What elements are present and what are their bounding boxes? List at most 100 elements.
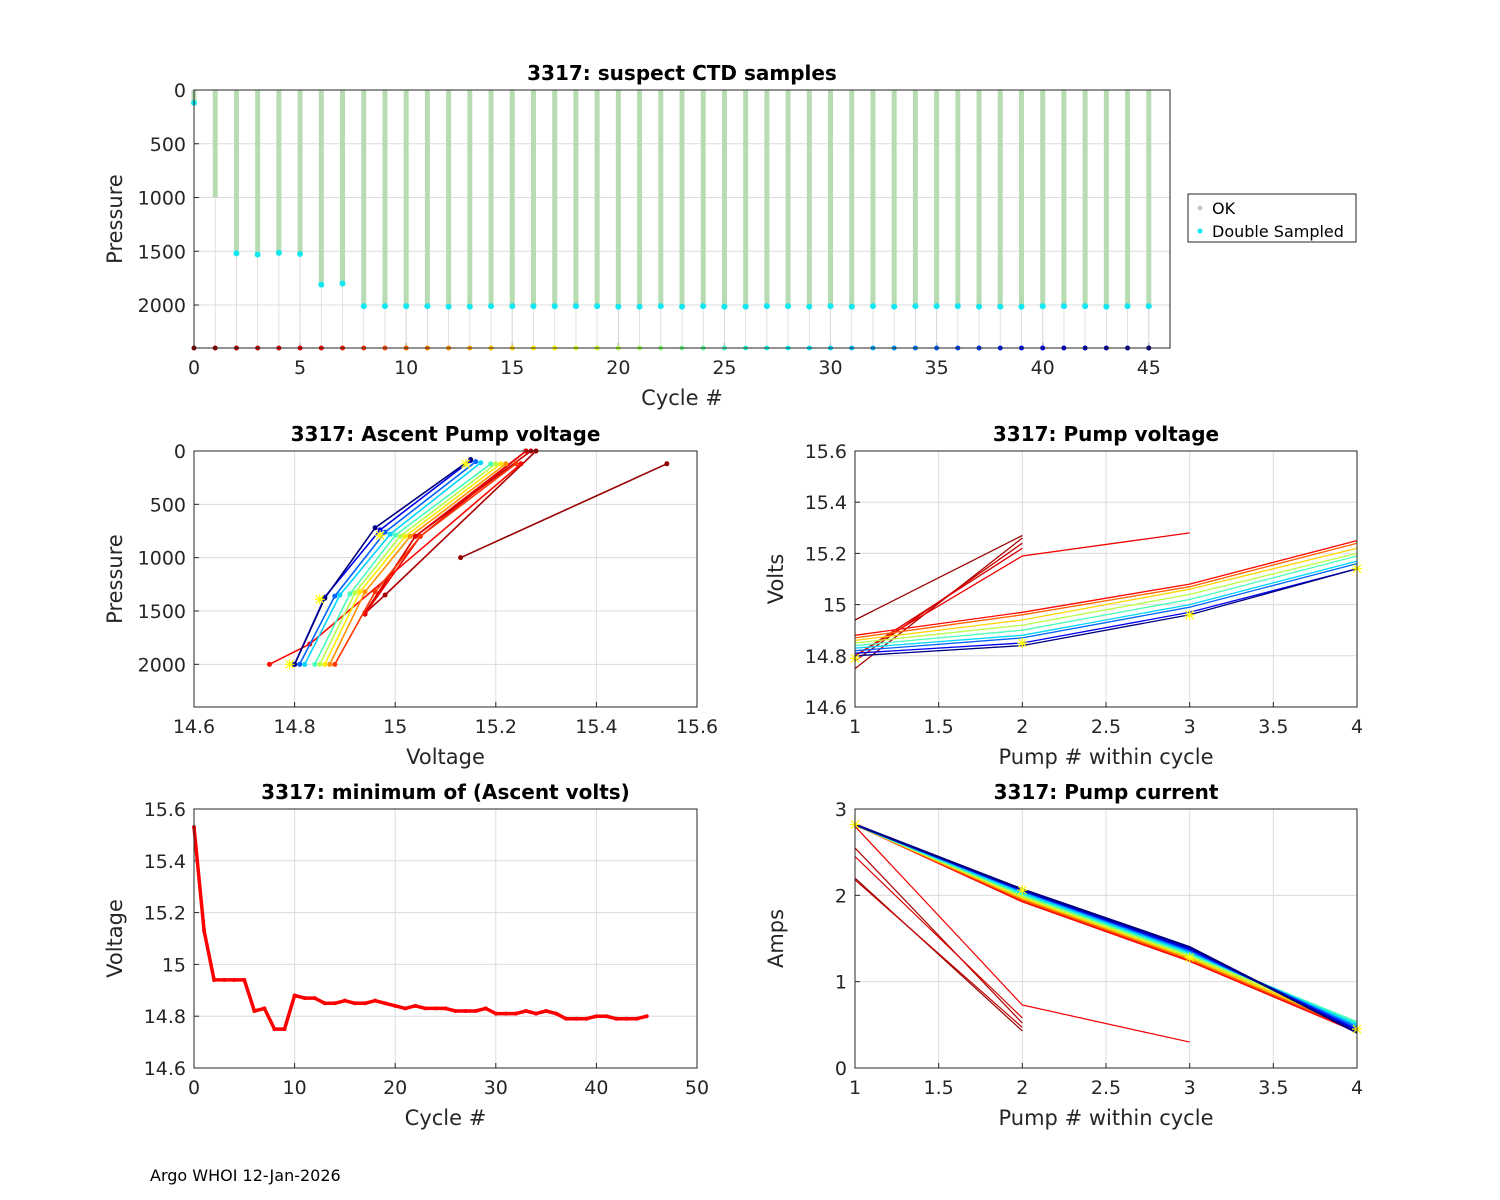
min-voltage-point [352,1001,357,1006]
series-point [473,459,479,465]
series-point [357,589,363,595]
x-tick-label: 30 [484,1077,508,1099]
double-sampled-point [551,303,558,310]
y-tick-label: 2 [835,885,847,907]
y-tick-label: 2000 [138,654,186,676]
series-line [854,534,1023,621]
series-point [372,589,378,595]
y-tick-label: 15.6 [144,799,186,821]
chart-title: 3317: suspect CTD samples [527,61,837,85]
y-tick-label: 1000 [138,188,186,210]
suspect-ctd-samples-chart: 0 5 10 15 20 25 30 35 40 45 0 500 1000 1500 2000 3317: … [103,61,1171,410]
min-voltage-point [473,1009,478,1014]
series-line [854,847,1023,1024]
y-tick-label: 3 [835,799,847,821]
star-marker [314,594,325,605]
y-tick-label: 0 [174,80,186,102]
double-sampled-point [742,303,749,310]
series-point [332,593,338,599]
series-point [302,661,308,667]
double-sampled-point [403,303,410,310]
series-point [402,533,408,539]
x-tick-label: 40 [584,1077,608,1099]
x-tick-label: 0 [188,1077,200,1099]
series-line [460,463,668,559]
series-point [382,529,388,535]
legend-double-marker [1197,228,1203,234]
pump-voltage-chart: 1 1.5 2 2.5 3 3.5 4 14.6 14.8 15 15.2 15.4 15.6 3317:… [764,422,1363,769]
legend-ok-label: OK [1212,199,1236,218]
min-voltage-point [242,977,247,982]
min-voltage-point [383,1001,388,1006]
x-axis-label: Voltage [406,745,485,769]
y-axis-label: Volts [764,554,788,605]
series-point [412,533,418,539]
legend-box [1187,193,1357,243]
min-voltage-point [342,998,347,1003]
double-sampled-point [679,303,685,310]
double-sampled-point [700,303,707,310]
y-tick-label: 15.6 [805,441,847,463]
series-line [854,552,1358,644]
double-sampled-point [912,303,919,310]
x-tick-label: 3 [1184,1077,1196,1099]
plot-frame [193,89,1171,349]
double-sampled-point [509,303,516,310]
double-sampled-point [657,303,664,310]
x-tick-label: 4 [1351,1077,1363,1099]
x-tick-label: 15.4 [575,716,617,738]
double-sampled-point [891,303,898,310]
legend-double-label: Double Sampled [1212,222,1344,241]
x-tick-label: 10 [394,357,418,379]
min-voltage-point [222,977,227,982]
x-tick-label: 40 [1031,357,1055,379]
x-tick-label: 10 [283,1077,307,1099]
x-tick-label: 3 [1184,716,1196,738]
double-sampled-point [381,303,388,310]
star-marker [1184,609,1195,620]
min-voltage-point [322,1001,327,1006]
legend-ok-marker [1197,205,1203,211]
series-point [332,661,338,667]
double-sampled-point [297,250,304,257]
double-sampled-point [827,303,834,310]
x-tick-label: 14.6 [173,716,215,738]
series-point [297,661,303,667]
min-voltage-point [574,1016,579,1021]
series-point [327,661,333,667]
series-line [854,532,1190,657]
min-voltage-point [312,996,317,1001]
star-marker [460,458,471,469]
min-voltage-point [433,1006,438,1011]
series-point [352,590,358,596]
double-sampled-point [594,303,601,310]
min-voltage-point [634,1016,639,1021]
chart-title: 3317: minimum of (Ascent volts) [261,780,630,804]
min-voltage-point [463,1009,468,1014]
x-tick-label: 1.5 [924,716,954,738]
star-marker [1184,952,1195,963]
min-voltage-point [644,1014,649,1019]
series-point [377,527,383,533]
plot-content [850,819,1362,1043]
min-voltage-point [413,1003,418,1008]
y-tick-label: 15 [823,595,847,617]
min-voltage-point [503,1011,508,1016]
x-tick-label: 50 [685,1077,709,1099]
double-sampled-point [954,303,961,310]
double-sampled-point [1145,303,1152,310]
x-tick-label: 35 [925,357,949,379]
double-sampled-point [233,250,240,257]
min-voltage-line [192,826,648,1031]
plot-frame [854,450,1358,708]
series-line [313,463,492,665]
series-point [392,532,398,538]
series-line [854,825,1190,1043]
x-tick-label: 1.5 [924,1077,954,1099]
plot-frame [193,450,698,708]
min-voltage-point [453,1009,458,1014]
series-point [503,461,509,467]
x-axis-label: Cycle # [405,1106,487,1130]
x-tick-label: 5 [294,357,306,379]
x-tick-label: 2.5 [1091,716,1121,738]
